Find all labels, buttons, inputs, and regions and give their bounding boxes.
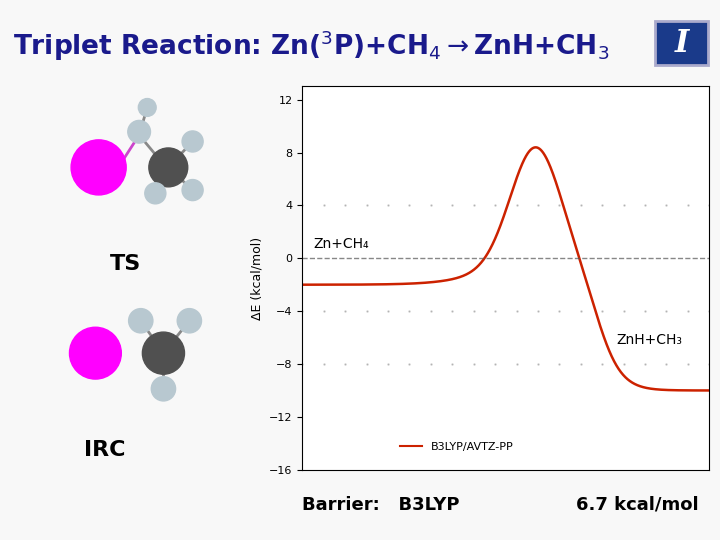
Circle shape [182, 131, 203, 152]
Circle shape [182, 179, 203, 201]
Circle shape [71, 140, 126, 195]
Y-axis label: ΔE (kcal/mol): ΔE (kcal/mol) [251, 237, 264, 320]
Circle shape [129, 308, 153, 333]
Text: Zn+CH₄: Zn+CH₄ [313, 237, 369, 251]
Text: IRC: IRC [84, 440, 125, 460]
Text: ZnH+CH₃: ZnH+CH₃ [617, 333, 683, 347]
Text: TS: TS [110, 254, 142, 274]
Circle shape [143, 332, 184, 374]
Circle shape [127, 120, 150, 143]
Text: I: I [675, 28, 689, 59]
Circle shape [145, 183, 166, 204]
Text: Triplet Reaction: Zn($^3$P)+CH$_4$$\rightarrow$ZnH+CH$_3$: Triplet Reaction: Zn($^3$P)+CH$_4$$\righ… [13, 29, 609, 63]
Circle shape [149, 148, 188, 187]
Circle shape [151, 377, 176, 401]
Circle shape [69, 327, 121, 379]
FancyBboxPatch shape [655, 21, 708, 65]
Text: 6.7 kcal/mol: 6.7 kcal/mol [576, 496, 698, 514]
Text: Barrier:   B3LYP: Barrier: B3LYP [302, 496, 460, 514]
Legend: B3LYP/AVTZ-PP: B3LYP/AVTZ-PP [395, 438, 518, 457]
Circle shape [177, 308, 202, 333]
Circle shape [138, 98, 156, 117]
